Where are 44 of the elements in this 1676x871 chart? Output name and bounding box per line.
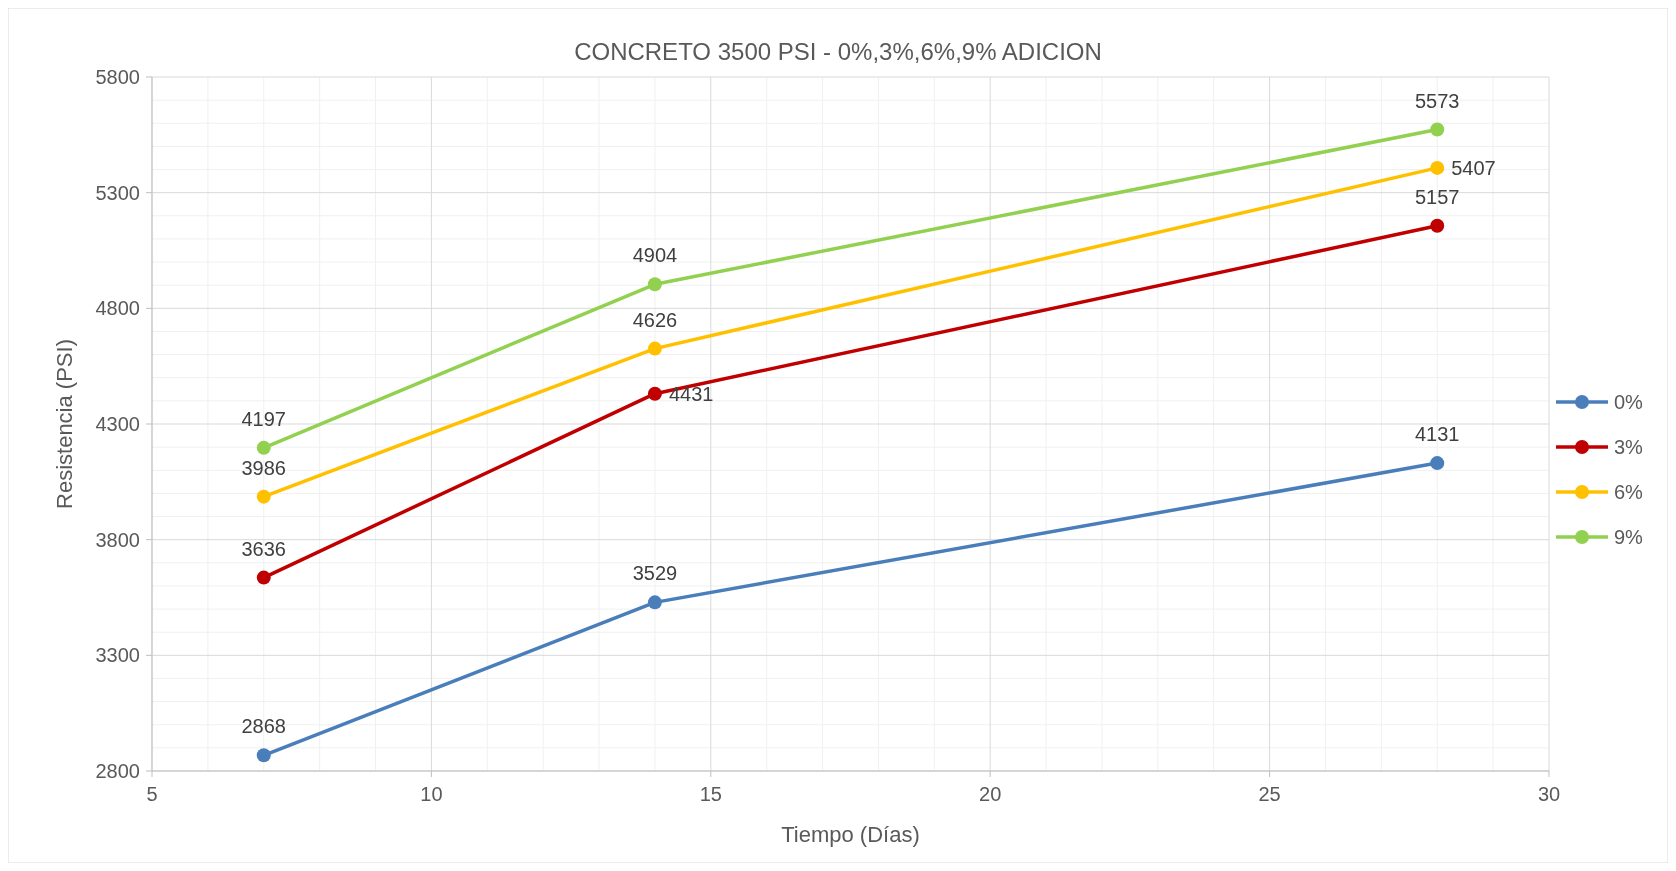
y-tick-label: 3800 [95, 528, 140, 551]
x-axis-title: Tiempo (Días) [781, 822, 920, 847]
data-label: 5407 [1451, 156, 1496, 179]
point [256, 748, 271, 763]
x-tick-label: 5 [146, 783, 158, 805]
legend-label: 3% [1614, 436, 1644, 458]
point [256, 489, 271, 504]
point [647, 277, 662, 292]
data-label: 4131 [1414, 423, 1460, 446]
data-label: 3986 [241, 456, 287, 479]
point [256, 570, 271, 585]
point [1430, 218, 1445, 233]
x-tick-label: 10 [420, 783, 443, 805]
point [256, 440, 271, 455]
data-label: 3636 [241, 537, 287, 560]
y-tick-label: 2800 [95, 760, 140, 782]
data-label: 5157 [1414, 185, 1460, 208]
chart-title: CONCRETO 3500 PSI - 0%,3%,6%,9% ADICION [574, 38, 1102, 65]
point [647, 386, 662, 401]
legend-label: 0% [1614, 391, 1644, 413]
x-tick-label: 25 [1258, 783, 1281, 805]
point [647, 595, 662, 610]
point [1430, 456, 1445, 471]
point [647, 341, 662, 356]
x-tick-label: 15 [699, 783, 722, 805]
x-tick-label: 20 [979, 783, 1002, 805]
legend-label: 9% [1614, 526, 1644, 548]
data-label: 4626 [632, 308, 678, 331]
point [1430, 160, 1445, 175]
point [1430, 122, 1445, 137]
y-tick-label: 5800 [95, 66, 140, 88]
data-label: 2868 [241, 715, 287, 738]
y-tick-label: 3300 [95, 644, 140, 667]
legend-label: 6% [1614, 481, 1644, 503]
data-label: 4904 [632, 244, 678, 267]
y-axis-title: Resistencia (PSI) [52, 339, 77, 509]
x-tick-label: 30 [1537, 783, 1561, 805]
data-label: 4431 [668, 382, 714, 405]
data-label: 3529 [632, 562, 678, 585]
y-tick-label: 5300 [95, 181, 140, 204]
y-tick-label: 4300 [95, 413, 140, 435]
data-label: 5573 [1414, 89, 1460, 112]
y-tick-label: 4800 [95, 297, 140, 320]
data-label: 4197 [241, 407, 287, 430]
